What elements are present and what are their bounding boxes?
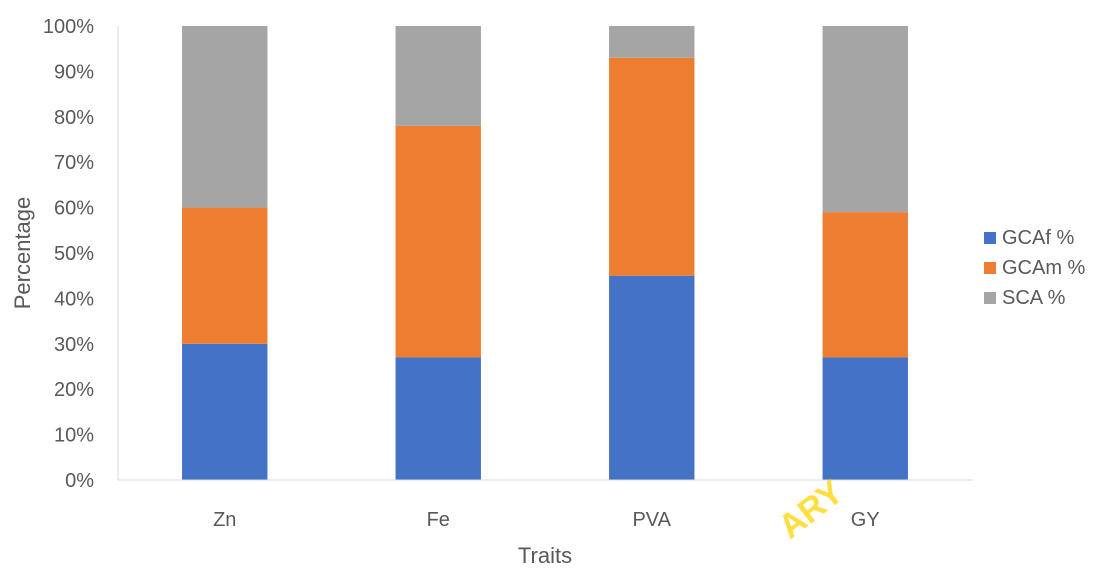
x-tick-label: Zn: [213, 509, 236, 531]
y-tick-labels: 0% 10% 20% 30% 40% 50% 60% 70% 80% 90% 100%: [43, 16, 94, 492]
y-tick-label: 20%: [54, 379, 94, 401]
y-tick-label: 100%: [43, 16, 94, 38]
legend-label: SCA %: [1002, 287, 1066, 309]
bar-pva-series-0: [609, 275, 695, 480]
bar-fe-series-2: [395, 26, 481, 126]
x-axis-title: Traits: [518, 543, 572, 568]
y-tick-label: 0%: [65, 470, 94, 492]
bar-zn-series-2: [182, 26, 268, 208]
y-tick-label: 50%: [54, 243, 94, 265]
legend-swatch: [984, 262, 996, 274]
bar-fe-series-0: [395, 357, 481, 480]
y-tick-label: 60%: [54, 198, 94, 220]
x-tick-labels: Zn Fe PVA GY: [213, 509, 880, 531]
legend-label: GCAf %: [1002, 227, 1074, 249]
bar-zn-series-1: [182, 207, 268, 344]
bar-gy-series-1: [822, 212, 908, 358]
bar-pva-series-2: [609, 26, 695, 58]
x-tick-label: Fe: [427, 509, 450, 531]
bar-fe-series-1: [395, 125, 481, 358]
legend-label: GCAm %: [1002, 257, 1086, 279]
bars-group: [182, 26, 908, 480]
bar-zn-series-0: [182, 343, 268, 480]
x-tick-label: PVA: [632, 509, 671, 531]
y-tick-label: 80%: [54, 107, 94, 129]
bar-gy-series-2: [822, 26, 908, 213]
y-tick-label: 40%: [54, 288, 94, 310]
y-axis-title: Percentage: [10, 197, 35, 310]
y-tick-label: 90%: [54, 61, 94, 83]
watermark-text: ARY: [772, 473, 851, 547]
legend-swatch: [984, 292, 996, 304]
bar-gy-series-0: [822, 357, 908, 480]
y-tick-label: 30%: [54, 334, 94, 356]
x-tick-label: GY: [851, 509, 880, 531]
y-tick-label: 10%: [54, 425, 94, 447]
bar-pva-series-1: [609, 57, 695, 276]
legend-swatch: [984, 232, 996, 244]
y-tick-label: 70%: [54, 152, 94, 174]
legend: GCAf % GCAm % SCA %: [984, 227, 1086, 309]
